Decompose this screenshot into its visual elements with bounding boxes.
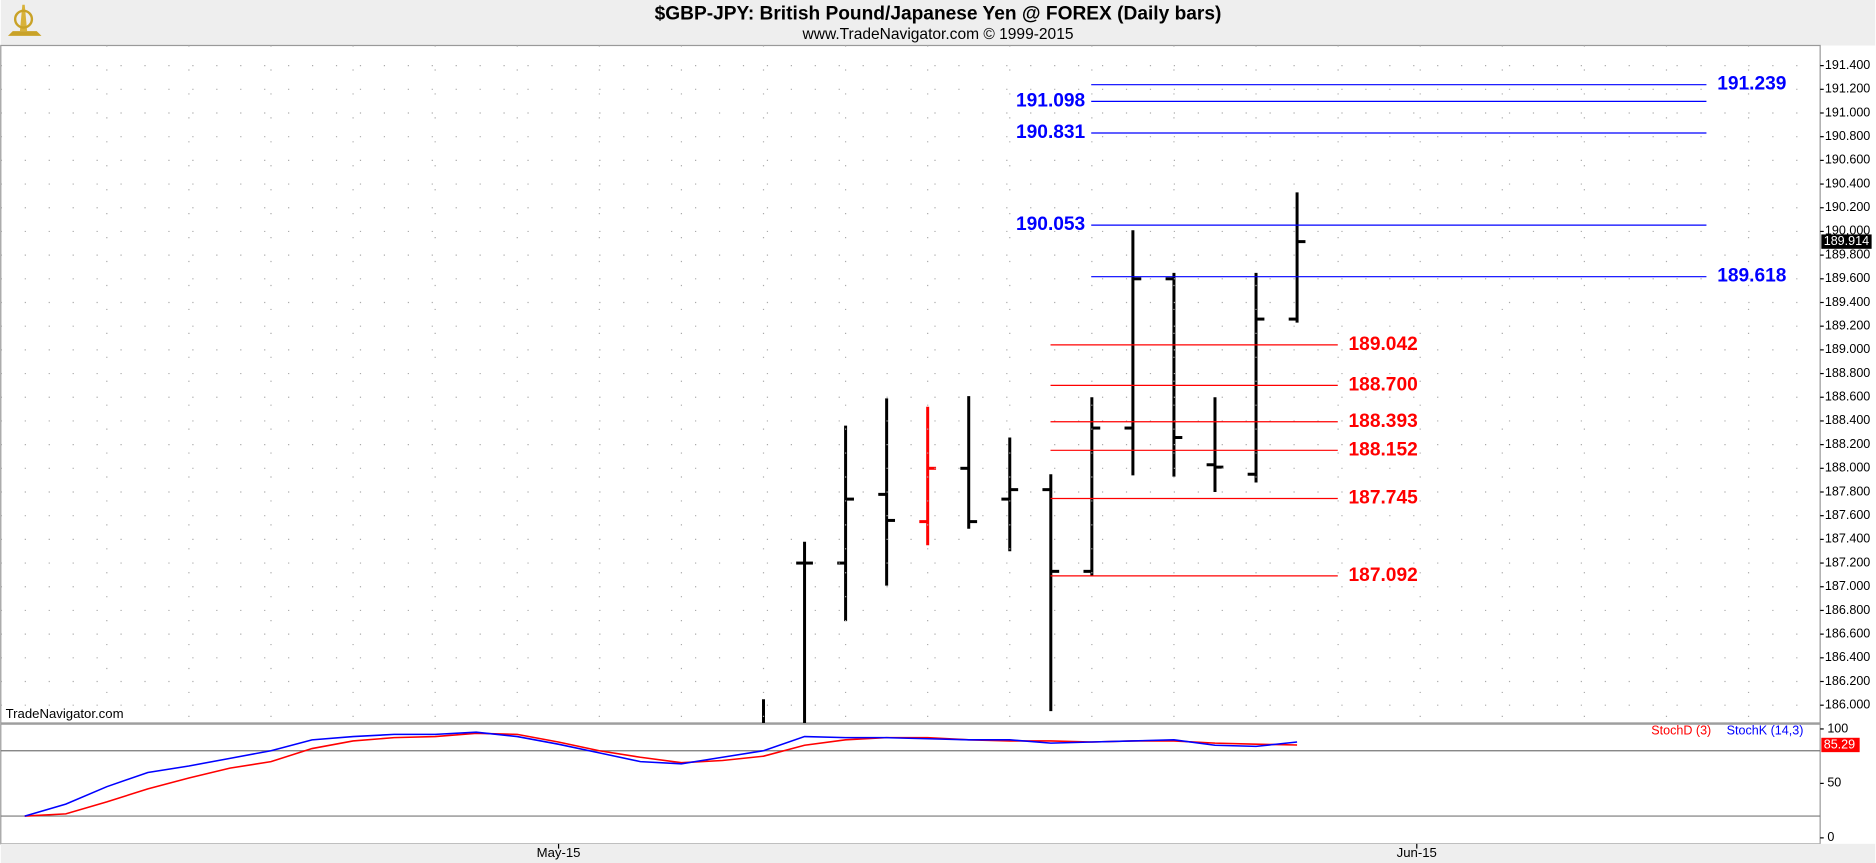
y-tick-label: 188.600: [1825, 390, 1870, 404]
chart-subtitle: www.TradeNavigator.com © 1999-2015: [802, 26, 1074, 43]
y-tick-label: 189.200: [1825, 318, 1870, 332]
x-tick-label: May-15: [537, 845, 581, 860]
y-tick-label: 191.000: [1825, 105, 1870, 119]
last-price-label: 189.914: [1824, 234, 1869, 248]
last-price-tag: [1821, 234, 1872, 249]
legend-entry: StochD (3): [1651, 724, 1711, 738]
x-axis-band: [0, 843, 1876, 863]
y-tick-label: 188.800: [1825, 366, 1870, 380]
y-tick-label: 0: [1827, 830, 1834, 844]
y-tick-label: 186.000: [1825, 698, 1870, 712]
y-tick-label: 190.200: [1825, 200, 1870, 214]
stoch-last-tag: [1821, 737, 1860, 753]
logo: [7, 4, 42, 36]
level-label: 191.239: [1717, 74, 1786, 95]
stoch-line: [24, 731, 1298, 817]
y-tick-label: 186.800: [1825, 603, 1870, 617]
y-tick-label: 187.400: [1825, 532, 1870, 546]
level-label: 189.618: [1717, 266, 1787, 287]
x-tick-label: Jun-15: [1397, 845, 1437, 860]
level-label: 188.393: [1349, 411, 1418, 432]
legend-entry: StochK (14,3): [1727, 724, 1804, 738]
y-tick-label: 190.800: [1825, 129, 1870, 143]
y-tick-label: 186.400: [1825, 650, 1870, 664]
stoch-panel: [0, 723, 1821, 845]
level-label: 188.152: [1349, 439, 1418, 460]
price-panel: [0, 44, 1821, 724]
y-tick-label: 191.200: [1825, 82, 1870, 96]
y-tick-label: 187.200: [1825, 555, 1870, 569]
y-tick-label: 188.200: [1825, 437, 1870, 451]
y-tick-label: 187.600: [1825, 508, 1870, 522]
chart-title: $GBP-JPY: British Pound/Japanese Yen @ F…: [655, 3, 1222, 24]
y-tick-label: 186.200: [1825, 674, 1870, 688]
level-label: 190.053: [1016, 214, 1085, 235]
y-tick-label: 190.400: [1825, 176, 1870, 190]
y-tick-label: 187.800: [1825, 484, 1870, 498]
y-tick-label: 189.600: [1825, 271, 1870, 285]
y-tick-label: 100: [1827, 721, 1848, 735]
watermark: TradeNavigator.com: [6, 706, 124, 721]
y-tick-label: 186.600: [1825, 626, 1870, 640]
header-band: [0, 0, 1876, 46]
level-label: 191.098: [1016, 90, 1086, 111]
y-tick-label: 189.000: [1825, 342, 1870, 356]
y-tick-label: 188.000: [1825, 461, 1870, 475]
y-tick-label: 188.400: [1825, 413, 1870, 427]
y-tick-label: 50: [1827, 776, 1841, 790]
level-label: 187.092: [1349, 565, 1418, 586]
price-plot: [762, 192, 1306, 723]
level-label: 188.700: [1349, 374, 1418, 395]
y-tick-label: 190.600: [1825, 153, 1870, 167]
y-tick-label: 189.800: [1825, 247, 1870, 261]
stoch-last-label: 85.29: [1824, 737, 1855, 751]
y-tick-label: 187.000: [1825, 579, 1870, 593]
y-tick-label: 191.400: [1825, 58, 1870, 72]
level-label: 187.745: [1349, 488, 1419, 509]
level-label: 190.831: [1016, 122, 1086, 143]
level-label: 189.042: [1349, 334, 1418, 355]
y-tick-label: 189.400: [1825, 295, 1870, 309]
y-tick-label: 190.000: [1825, 224, 1870, 238]
